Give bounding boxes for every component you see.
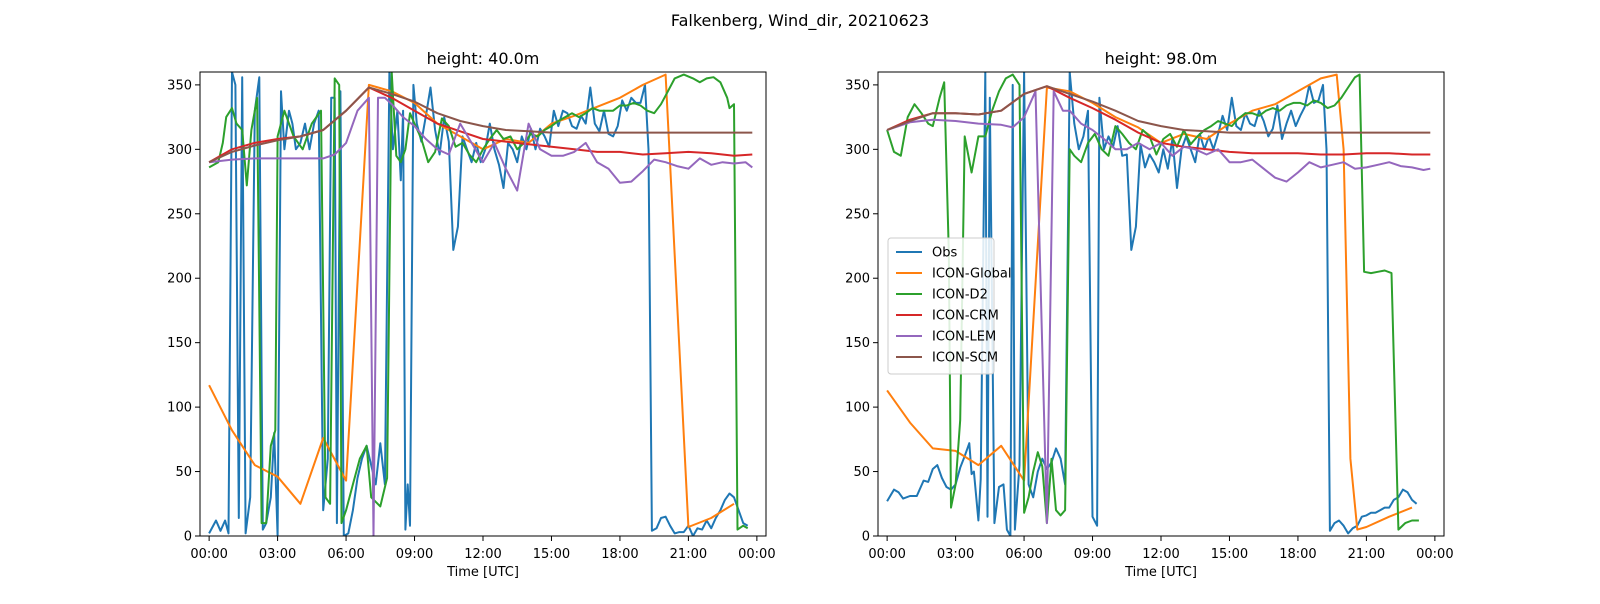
legend-label-icon-lem: ICON-LEM [932, 330, 996, 345]
x-tick-label: 03:00 [937, 547, 974, 562]
y-tick-label: 250 [845, 207, 870, 222]
x-tick-label: 15:00 [1211, 547, 1248, 562]
series-line-icon-lem [208, 96, 753, 536]
series-lines [886, 72, 1431, 536]
figure-title: Falkenberg, Wind_dir, 20210623 [671, 11, 929, 31]
y-tick-label: 300 [167, 143, 192, 158]
y-tick-label: 50 [175, 465, 192, 480]
x-tick-label: 00:00 [1416, 547, 1453, 562]
x-tick-label: 00:00 [738, 547, 775, 562]
series-line-icon-scm [208, 86, 753, 164]
x-axis-label: Time [UTC] [446, 565, 519, 580]
y-tick-label: 50 [853, 465, 870, 480]
y-tick-label: 200 [845, 272, 870, 287]
subplot-title: height: 98.0m [1105, 49, 1218, 68]
x-tick-label: 18:00 [1279, 547, 1316, 562]
x-tick-label: 06:00 [327, 547, 364, 562]
x-tick-label: 09:00 [1074, 547, 1111, 562]
y-tick-label: 100 [845, 401, 870, 416]
x-axis-label: Time [UTC] [1124, 565, 1197, 580]
series-line-obs [886, 72, 1418, 536]
y-tick-label: 150 [845, 336, 870, 351]
series-line-obs [208, 72, 749, 536]
x-tick-label: 21:00 [1348, 547, 1385, 562]
series-line-icon-scm [886, 85, 1431, 134]
legend-label-obs: Obs [932, 246, 957, 261]
x-tick-label: 21:00 [670, 547, 707, 562]
y-tick-label: 200 [167, 272, 192, 287]
y-tick-label: 100 [167, 401, 192, 416]
y-tick-label: 150 [167, 336, 192, 351]
series-line-icon-lem [886, 90, 1431, 525]
legend-label-icon-crm: ICON-CRM [932, 309, 999, 324]
x-tick-label: 09:00 [396, 547, 433, 562]
subplot-height-40m: height: 40.0m 00:00 03:00 06:00 09:00 12:00 15… [167, 49, 775, 580]
legend-label-icon-global: ICON-Global [932, 267, 1012, 282]
x-tick-label: 00:00 [868, 547, 905, 562]
y-tick-label: 250 [167, 207, 192, 222]
y-tick-label: 0 [862, 530, 870, 545]
series-line-icon-global [886, 73, 1413, 531]
subplot-height-98m: height: 98.0m 00:00 03:00 06:00 09:00 12:00 15… [845, 49, 1453, 580]
y-tick-label: 350 [167, 78, 192, 93]
series-line-icon-d2 [208, 72, 749, 531]
y-tick-label: 300 [845, 143, 870, 158]
legend-label-icon-d2: ICON-D2 [932, 288, 988, 303]
x-tick-label: 12:00 [464, 547, 501, 562]
x-tick-label: 00:00 [190, 547, 227, 562]
legend-label-icon-scm: ICON-SCM [932, 351, 998, 366]
y-tick-label: 350 [845, 78, 870, 93]
x-tick-label: 06:00 [1005, 547, 1042, 562]
x-tick-label: 18:00 [601, 547, 638, 562]
y-tick-label: 0 [184, 530, 192, 545]
x-tick-label: 03:00 [259, 547, 296, 562]
legend: Obs ICON-Global ICON-D2 ICON-CRM ICON-LEM ICO… [887, 237, 1012, 375]
series-lines [208, 72, 753, 536]
subplot-title: height: 40.0m [427, 49, 540, 68]
x-tick-label: 12:00 [1142, 547, 1179, 562]
x-tick-label: 15:00 [533, 547, 570, 562]
